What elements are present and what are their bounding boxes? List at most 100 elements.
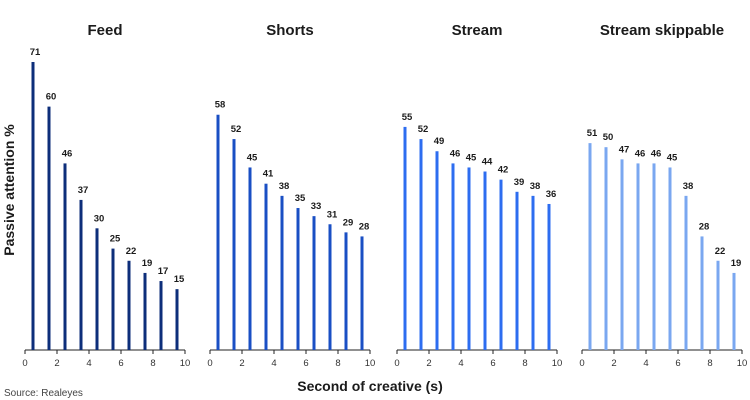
bar-value-label: 28 <box>359 221 370 232</box>
bar <box>684 195 688 350</box>
y-axis-title: Passive attention % <box>1 124 17 256</box>
bar <box>63 163 67 350</box>
bar-value-label: 31 <box>327 209 338 220</box>
bar <box>467 167 471 350</box>
bar-value-label: 44 <box>482 157 493 168</box>
panel-title: Feed <box>87 22 122 39</box>
panel-title: Stream <box>452 22 503 39</box>
x-tick-label: 8 <box>707 358 712 369</box>
bar-value-label: 45 <box>667 152 678 163</box>
bar-value-label: 45 <box>466 152 477 163</box>
bar-value-label: 45 <box>247 152 258 163</box>
x-tick-label: 8 <box>150 358 155 369</box>
bar <box>547 203 551 350</box>
bar <box>419 139 423 350</box>
x-tick-label: 4 <box>86 358 91 369</box>
bar <box>531 195 535 350</box>
x-axis-title: Second of creative (s) <box>297 378 443 394</box>
bar <box>360 236 364 350</box>
bar <box>312 216 316 350</box>
x-tick-label: 6 <box>490 358 495 369</box>
bar-value-label: 38 <box>279 181 290 192</box>
bar <box>403 126 407 351</box>
x-tick-label: 0 <box>207 358 212 369</box>
bar-value-label: 38 <box>530 181 541 192</box>
bar <box>264 183 268 350</box>
bar-value-label: 19 <box>731 258 742 269</box>
x-tick-label: 4 <box>458 358 463 369</box>
bar-value-label: 41 <box>263 169 274 180</box>
x-tick-label: 2 <box>239 358 244 369</box>
panel-title: Stream skippable <box>600 22 724 39</box>
bar <box>588 143 592 350</box>
bar <box>451 163 455 350</box>
bar-value-label: 19 <box>142 258 153 269</box>
bar <box>127 260 131 350</box>
x-tick-label: 0 <box>579 358 584 369</box>
bar-value-label: 46 <box>651 148 662 159</box>
bar <box>620 159 624 350</box>
bar <box>79 199 83 350</box>
x-tick-label: 8 <box>522 358 527 369</box>
bar-value-label: 71 <box>30 47 41 58</box>
bar-value-label: 51 <box>587 128 598 139</box>
bar <box>328 224 332 350</box>
x-tick-label: 10 <box>180 358 191 369</box>
bar <box>344 232 348 350</box>
bar-value-label: 17 <box>158 266 169 277</box>
bar <box>296 208 300 350</box>
bar-value-label: 47 <box>619 144 630 155</box>
bar <box>636 163 640 350</box>
bar-value-label: 58 <box>215 100 226 111</box>
bar-value-label: 39 <box>514 177 525 188</box>
x-tick-label: 10 <box>737 358 748 369</box>
bar <box>47 106 51 350</box>
bar-value-label: 30 <box>94 213 105 224</box>
bar <box>95 228 99 350</box>
bar <box>499 179 503 350</box>
bar-value-label: 42 <box>498 165 509 176</box>
bar-value-label: 36 <box>546 189 557 200</box>
bar-value-label: 60 <box>46 92 57 103</box>
bar-value-label: 37 <box>78 185 89 196</box>
bar-value-label: 55 <box>402 112 413 123</box>
bar <box>111 248 115 350</box>
bar <box>159 281 163 350</box>
bar-value-label: 49 <box>434 136 445 147</box>
chart-panel-2: Shorts 0 2 4 6 8 10 58 52 45 41 38 35 33 31 29 28 <box>207 22 375 369</box>
bar-value-label: 22 <box>126 246 137 257</box>
bar <box>248 167 252 350</box>
bar <box>175 289 179 350</box>
bar <box>700 236 704 350</box>
bar-value-label: 52 <box>231 124 242 135</box>
x-tick-label: 2 <box>611 358 616 369</box>
bar-value-label: 50 <box>603 132 614 143</box>
bar <box>515 191 519 350</box>
bar <box>604 147 608 350</box>
bar-value-label: 46 <box>450 148 461 159</box>
bar-value-label: 15 <box>174 274 185 285</box>
bar <box>31 62 35 350</box>
bar-value-label: 22 <box>715 246 726 257</box>
x-tick-label: 10 <box>552 358 563 369</box>
x-tick-label: 4 <box>271 358 276 369</box>
x-tick-label: 2 <box>54 358 59 369</box>
bar-value-label: 25 <box>110 234 121 245</box>
x-tick-label: 10 <box>365 358 376 369</box>
bar-value-label: 46 <box>62 148 73 159</box>
bar-value-label: 52 <box>418 124 429 135</box>
bar <box>652 163 656 350</box>
bar <box>280 195 284 350</box>
bar <box>732 272 736 350</box>
bar <box>216 114 220 350</box>
bar-value-label: 28 <box>699 221 710 232</box>
bar-value-label: 33 <box>311 201 322 212</box>
x-tick-label: 6 <box>303 358 308 369</box>
bar <box>435 151 439 350</box>
bar-value-label: 38 <box>683 181 694 192</box>
